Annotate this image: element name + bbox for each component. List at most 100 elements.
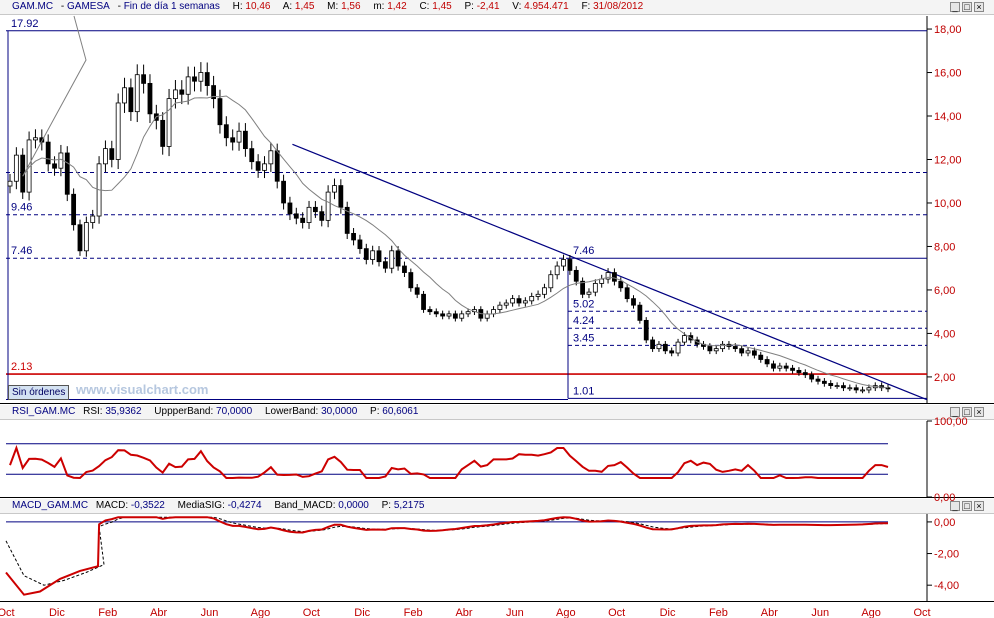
level-label: 7.46	[11, 245, 32, 257]
rsi-minimize-button[interactable]: _	[950, 407, 960, 417]
level-label: 9.46	[11, 202, 32, 214]
level-label: 7.46	[573, 245, 594, 257]
macd-close-button[interactable]: ×	[974, 501, 984, 511]
candle-body	[732, 346, 738, 350]
x-tick-label: Jun	[811, 607, 829, 618]
rsi-lower-value: 30,0000	[321, 406, 358, 417]
candle-body	[236, 130, 242, 143]
rsi-close-button[interactable]: ×	[974, 407, 984, 417]
candle-body	[554, 265, 560, 276]
candle-body	[20, 154, 26, 193]
candle-body	[134, 74, 140, 113]
candle-body	[71, 193, 77, 226]
maximize-button[interactable]: □	[962, 2, 972, 12]
level-label: 2.13	[11, 361, 32, 373]
candle-body	[745, 350, 751, 354]
candle-body	[815, 378, 821, 382]
candle-body	[491, 309, 496, 315]
candle-body	[147, 82, 153, 115]
level-label: 1.01	[573, 385, 594, 397]
candle-body	[338, 185, 344, 208]
candle-body	[624, 287, 630, 300]
candle-body	[395, 250, 401, 267]
candle-body	[764, 359, 770, 365]
candle-body	[853, 387, 859, 391]
candle-body	[96, 163, 102, 217]
x-tick-label: Oct	[608, 607, 625, 618]
candle-body	[650, 339, 655, 350]
candle-body	[510, 298, 516, 304]
candle-body	[478, 309, 484, 319]
x-tick-label: Oct	[913, 607, 930, 618]
candle-body	[758, 354, 764, 360]
candle-body	[472, 309, 477, 313]
candle-body	[694, 339, 700, 345]
candle-body	[173, 89, 178, 100]
volume-value: 4.954.471	[524, 1, 569, 12]
candle-body	[656, 343, 662, 350]
candle-body	[573, 269, 579, 282]
rsi-title: RSI_GAM.MC	[12, 406, 76, 417]
candle-body	[548, 274, 554, 289]
candle-body	[312, 206, 318, 213]
candle-body	[414, 287, 420, 295]
candle-body	[866, 387, 872, 391]
candle-body	[605, 272, 611, 280]
macd-signal-line	[5, 516, 889, 586]
candle-body	[306, 206, 312, 223]
candle-body	[751, 350, 757, 356]
candle-body	[860, 389, 865, 392]
candle-body	[796, 369, 802, 373]
candle-body	[885, 387, 891, 390]
candle-body	[421, 293, 426, 310]
candle-body	[274, 150, 280, 182]
x-tick-label: Abr	[150, 607, 167, 618]
rsi-maximize-button[interactable]: □	[962, 407, 972, 417]
close-button[interactable]: ×	[974, 2, 984, 12]
candle-body	[217, 98, 223, 126]
candle-body	[637, 304, 643, 321]
sin-ordenes-button[interactable]: Sin órdenes	[8, 385, 70, 400]
candle-body	[58, 152, 64, 169]
candle-body	[612, 272, 617, 282]
symbol-label: GAM.MC	[12, 1, 54, 12]
candle-body	[109, 148, 115, 160]
candle-body	[433, 311, 439, 315]
candle-body	[293, 213, 299, 219]
minimize-button[interactable]: _	[950, 2, 960, 12]
candle-body	[828, 383, 834, 387]
candle-body	[446, 313, 452, 317]
watermark: www.visualchart.com	[76, 382, 209, 397]
candle-body	[739, 348, 745, 354]
macd-line	[5, 516, 889, 596]
candle-body	[166, 98, 172, 147]
macd-minimize-button[interactable]: _	[950, 501, 960, 511]
candle-body	[662, 343, 668, 352]
candle-body	[179, 89, 185, 95]
candle-body	[771, 363, 776, 369]
candle-body	[198, 72, 204, 82]
candle-body	[351, 233, 356, 241]
candle-body	[427, 309, 433, 313]
x-tick-label: Ago	[861, 607, 881, 618]
x-tick-label: Feb	[404, 607, 423, 618]
candle-body	[103, 148, 108, 165]
candle-body	[211, 85, 216, 100]
macd-maximize-button[interactable]: □	[962, 501, 972, 511]
candle-body	[26, 139, 32, 193]
candle-body	[262, 163, 267, 171]
candle-body	[287, 202, 293, 215]
min-value: 1,42	[387, 1, 407, 12]
candle-body	[720, 343, 725, 350]
price-window-buttons: _ □ ×	[950, 2, 984, 12]
candle-body	[344, 206, 350, 234]
candle-body	[281, 180, 286, 204]
x-tick-label: Dic	[49, 607, 65, 618]
price-y-tick-label: 8,00	[934, 241, 955, 253]
rsi-panel-header: RSI_GAM.MC RSI: 35,9362 UppperBand: 70,0…	[0, 405, 994, 420]
candle-body	[599, 278, 605, 284]
candle-body	[879, 385, 885, 389]
candle-body	[382, 261, 388, 269]
candle-body	[452, 313, 458, 319]
